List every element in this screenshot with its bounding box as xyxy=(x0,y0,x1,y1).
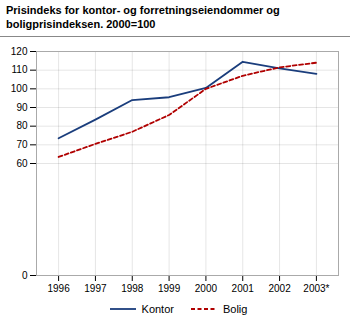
html-text:Kontor: Kontor xyxy=(141,302,174,315)
svg-text:0: 0 xyxy=(22,269,28,280)
svg-text:60: 60 xyxy=(16,157,28,168)
svg-text:100: 100 xyxy=(11,83,28,94)
svg-text:80: 80 xyxy=(16,120,28,131)
svg-text:120: 120 xyxy=(11,45,28,56)
svg-text:1997: 1997 xyxy=(84,282,107,293)
svg-text:1998: 1998 xyxy=(121,282,144,293)
svg-text:2002: 2002 xyxy=(268,282,291,293)
svg-text:1999: 1999 xyxy=(158,282,181,293)
svg-text:2001: 2001 xyxy=(232,282,255,293)
svg-text:110: 110 xyxy=(12,64,28,75)
html-text:Prisindeks for kontor- og forr: Prisindeks for kontor- og forretningseie… xyxy=(6,4,280,16)
html-text:Bolig: Bolig xyxy=(223,302,248,315)
svg-text:2003*: 2003* xyxy=(303,282,329,293)
svg-text:90: 90 xyxy=(16,101,28,112)
svg-text:1996: 1996 xyxy=(47,282,70,293)
html-text:boligprisindeksen. 2000=100: boligprisindeksen. 2000=100 xyxy=(6,18,156,31)
svg-text:70: 70 xyxy=(16,139,28,150)
svg-text:2000: 2000 xyxy=(195,282,218,293)
